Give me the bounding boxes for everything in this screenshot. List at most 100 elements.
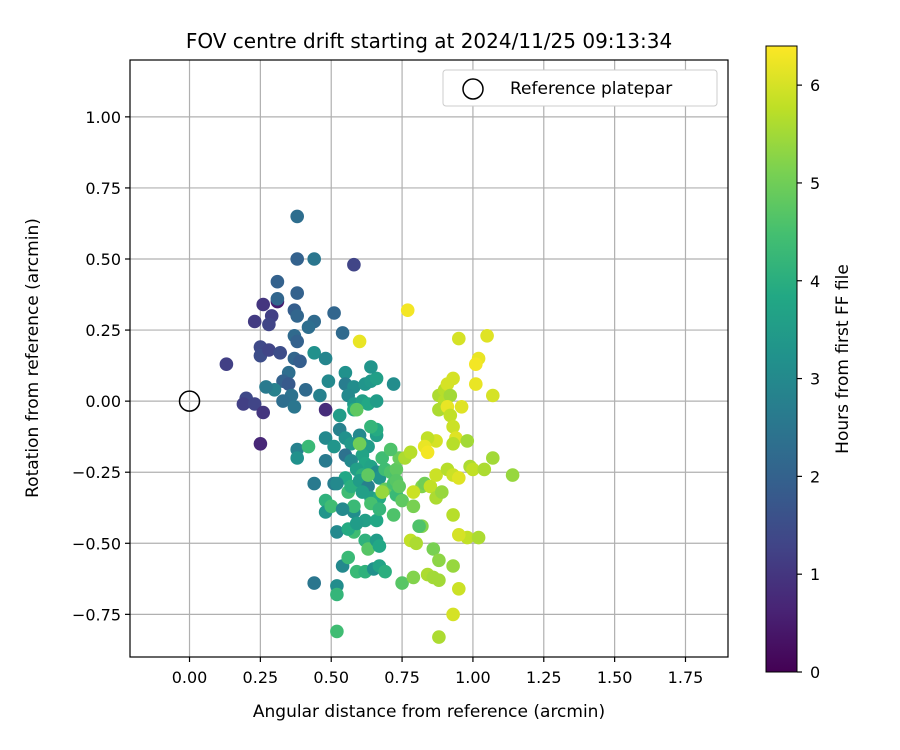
data-point: [307, 346, 322, 360]
y-tick-label: −0.75: [72, 605, 121, 624]
data-point: [290, 451, 305, 465]
data-point: [505, 468, 520, 482]
x-tick-label: 0.25: [243, 668, 279, 687]
data-point: [327, 306, 341, 320]
data-point: [318, 454, 333, 468]
data-point: [290, 334, 305, 349]
data-point: [432, 630, 446, 644]
data-point: [375, 451, 390, 465]
legend-reference-marker-icon: [462, 78, 484, 100]
data-point: [324, 499, 339, 514]
data-point: [429, 468, 443, 482]
data-point: [298, 383, 313, 397]
data-point: [290, 309, 305, 323]
data-point: [406, 499, 421, 514]
data-point: [412, 519, 426, 533]
data-point: [318, 402, 333, 417]
data-point: [446, 419, 460, 434]
data-point: [446, 607, 460, 622]
data-point: [307, 576, 322, 590]
data-point: [236, 397, 251, 411]
legend-box: [442, 69, 718, 107]
data-point: [389, 462, 404, 477]
data-point: [369, 394, 384, 408]
data-point: [330, 525, 344, 539]
data-point: [332, 408, 347, 423]
data-point: [440, 377, 455, 391]
data-point: [335, 326, 350, 340]
data-point: [313, 388, 327, 403]
data-point: [471, 530, 486, 545]
y-tick-label: −0.50: [72, 534, 121, 553]
data-point: [247, 314, 262, 329]
data-point: [372, 502, 387, 516]
data-point: [270, 274, 285, 289]
data-point: [256, 297, 271, 312]
data-point: [307, 476, 322, 491]
colorbar-gradient: [765, 45, 798, 673]
data-point: [301, 439, 316, 454]
data-point: [349, 516, 364, 531]
data-point: [301, 320, 316, 335]
y-tick-label: 0.50: [85, 250, 121, 269]
data-point: [349, 402, 364, 417]
data-point: [335, 502, 350, 516]
data-point: [355, 485, 370, 499]
data-point: [486, 388, 500, 403]
data-point: [352, 437, 367, 451]
data-point: [307, 252, 322, 266]
data-point: [361, 542, 375, 556]
data-point: [432, 553, 446, 568]
data-point: [341, 550, 356, 565]
data-point: [327, 439, 341, 454]
x-tick-label: 0.75: [384, 668, 420, 687]
data-point: [446, 559, 460, 573]
data-point: [321, 374, 336, 389]
data-point: [262, 317, 276, 332]
data-point: [443, 408, 458, 423]
data-point: [347, 257, 361, 272]
data-point: [392, 479, 407, 494]
y-tick-label: −0.25: [72, 463, 121, 482]
reference-platepar-marker: [178, 390, 201, 412]
data-point: [460, 434, 475, 448]
colorbar-ticks: 0 1 2 3 4 5 6: [797, 76, 820, 682]
data-point: [446, 437, 460, 451]
data-point: [262, 343, 276, 357]
data-point: [378, 564, 392, 579]
data-point: [364, 360, 378, 374]
data-point: [480, 329, 494, 343]
data-point: [270, 292, 285, 306]
data-point: [435, 485, 449, 499]
colorbar-tick-label: 4: [810, 272, 820, 291]
data-point: [395, 576, 409, 590]
plot-frame: [129, 59, 729, 658]
data-point: [469, 377, 483, 391]
data-point: [446, 508, 460, 522]
data-point: [432, 573, 446, 587]
colorbar-label: Hours from first FF file: [833, 264, 853, 454]
data-point: [330, 476, 344, 491]
colorbar-tick-label: 1: [810, 565, 820, 584]
data-point: [318, 351, 333, 366]
data-point: [290, 286, 305, 300]
data-point: [423, 479, 438, 494]
y-tick-label: 0.00: [85, 392, 121, 411]
data-point: [386, 377, 401, 391]
colorbar-tick-label: 6: [810, 76, 820, 95]
data-point: [281, 377, 296, 391]
colorbar-tick-label: 2: [810, 467, 820, 486]
data-point: [219, 357, 234, 372]
data-point: [293, 354, 307, 369]
data-point: [338, 365, 353, 380]
data-point: [352, 334, 367, 349]
data-point: [386, 508, 401, 522]
grid: [130, 60, 728, 657]
y-axis-label: Rotation from reference (arcmin): [23, 218, 43, 498]
data-point: [406, 485, 421, 499]
data-point: [290, 252, 305, 266]
data-point: [369, 371, 384, 386]
data-point: [256, 405, 271, 420]
